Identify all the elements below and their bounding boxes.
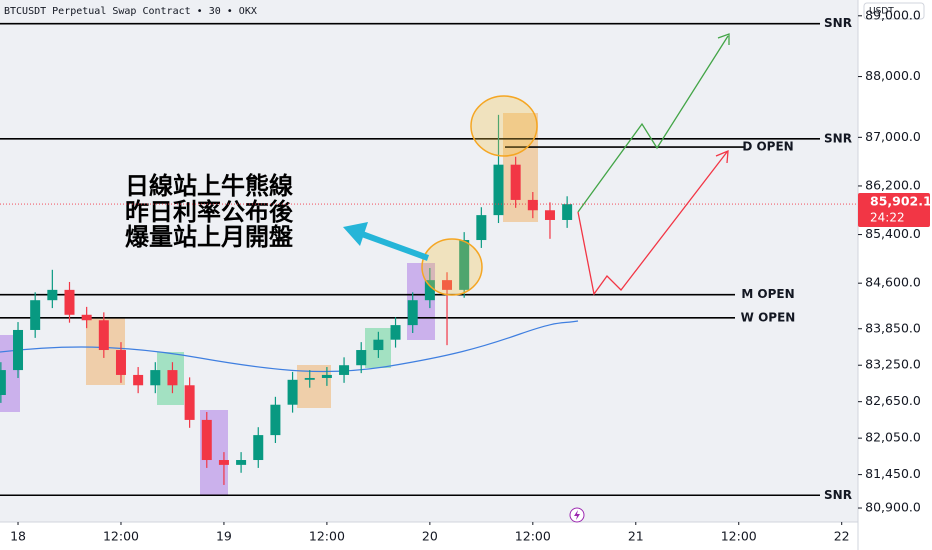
y-tick-label: 82,050.0 bbox=[865, 430, 921, 445]
x-tick-label: 18 bbox=[10, 529, 26, 544]
candle-body bbox=[150, 370, 161, 386]
annotation: 昨日利率公布後 bbox=[125, 198, 294, 226]
last-price-label: 85,902.1 bbox=[870, 194, 932, 209]
bull-arrow-head bbox=[717, 33, 730, 45]
candle-body bbox=[304, 377, 315, 380]
bull-projection bbox=[577, 35, 729, 213]
candle-body bbox=[201, 419, 212, 461]
pointer-arrow-head bbox=[343, 222, 368, 246]
candle-body bbox=[81, 314, 92, 321]
y-tick-label: 88,000.0 bbox=[865, 68, 921, 83]
y-tick-label: 84,600.0 bbox=[865, 275, 921, 290]
candle-body bbox=[64, 289, 75, 315]
candle-body bbox=[493, 164, 504, 216]
y-tick-label: 85,400.0 bbox=[865, 226, 921, 241]
candle-body bbox=[544, 210, 555, 220]
candle-body bbox=[442, 280, 453, 290]
x-tick-label: 12:00 bbox=[515, 529, 551, 544]
level-label: SNR bbox=[824, 131, 852, 145]
y-tick-label: 80,900.0 bbox=[865, 500, 921, 515]
x-tick-label: 12:00 bbox=[103, 529, 139, 544]
candle-body bbox=[407, 300, 418, 326]
candle-body bbox=[356, 350, 367, 366]
y-tick-label: 81,450.0 bbox=[865, 466, 921, 481]
candle-body bbox=[47, 289, 58, 301]
x-tick-label: 20 bbox=[422, 529, 438, 544]
highlight-circle bbox=[470, 95, 538, 157]
pointer-arrow bbox=[360, 231, 430, 261]
candle-body bbox=[30, 300, 41, 330]
x-tick-label: 21 bbox=[628, 529, 644, 544]
x-tick-label: 12:00 bbox=[721, 529, 757, 544]
marks bbox=[0, 22, 820, 497]
x-tick-label: 12:00 bbox=[309, 529, 345, 544]
price-axis bbox=[858, 0, 932, 550]
last-price-box bbox=[858, 193, 930, 228]
x-tick-label: 22 bbox=[834, 529, 850, 544]
level-label: SNR bbox=[824, 488, 852, 502]
candle-body bbox=[510, 164, 521, 200]
candle-body bbox=[373, 339, 384, 351]
candle-body bbox=[527, 199, 538, 211]
y-tick-label: 83,250.0 bbox=[865, 357, 921, 372]
highlight-circle bbox=[421, 238, 483, 296]
countdown: 24:22 bbox=[870, 211, 905, 225]
y-tick-label: 89,000.0 bbox=[865, 7, 921, 22]
bear-projection bbox=[577, 151, 728, 296]
level-label: W OPEN bbox=[741, 310, 796, 324]
candle-body bbox=[270, 404, 281, 436]
chart-title: BTCUSDT Perpetual Swap Contract • 30 • O… bbox=[4, 6, 257, 17]
candle-body bbox=[167, 370, 178, 386]
candle-body bbox=[476, 215, 487, 241]
annotation: 日線站上牛熊線 bbox=[125, 172, 293, 200]
y-tick-label: 83,850.0 bbox=[865, 320, 921, 335]
candle-body bbox=[562, 204, 573, 220]
candle-body bbox=[287, 379, 298, 405]
currency-box bbox=[863, 2, 925, 20]
y-tick-label: 82,650.0 bbox=[865, 393, 921, 408]
time-axis bbox=[0, 522, 858, 550]
candle-body bbox=[459, 240, 470, 290]
box bbox=[297, 365, 331, 408]
candle-body bbox=[424, 280, 435, 301]
candle-body bbox=[98, 320, 109, 351]
candle-body bbox=[13, 329, 24, 371]
candle-body bbox=[321, 374, 332, 378]
level-label: SNR bbox=[824, 16, 852, 30]
candle-body bbox=[115, 350, 126, 375]
annotation: 爆量站上月開盤 bbox=[125, 223, 294, 251]
y-tick-label: 87,000.0 bbox=[865, 129, 921, 144]
candle-body bbox=[253, 435, 264, 461]
candle-body bbox=[390, 325, 401, 340]
level-label: D OPEN bbox=[742, 140, 793, 154]
candle-body bbox=[184, 385, 195, 420]
y-tick-label: 86,200.0 bbox=[865, 177, 921, 192]
event-icon-bolt bbox=[574, 510, 580, 520]
bear-arrow-head bbox=[715, 149, 729, 164]
candle-body bbox=[339, 365, 350, 375]
candle-body bbox=[0, 370, 6, 395]
candle-body bbox=[218, 460, 229, 465]
candle-body bbox=[236, 460, 247, 465]
currency: USDT bbox=[869, 7, 894, 17]
x-tick-label: 19 bbox=[216, 529, 232, 544]
candle-body bbox=[133, 374, 144, 386]
level-label: M OPEN bbox=[741, 287, 794, 301]
